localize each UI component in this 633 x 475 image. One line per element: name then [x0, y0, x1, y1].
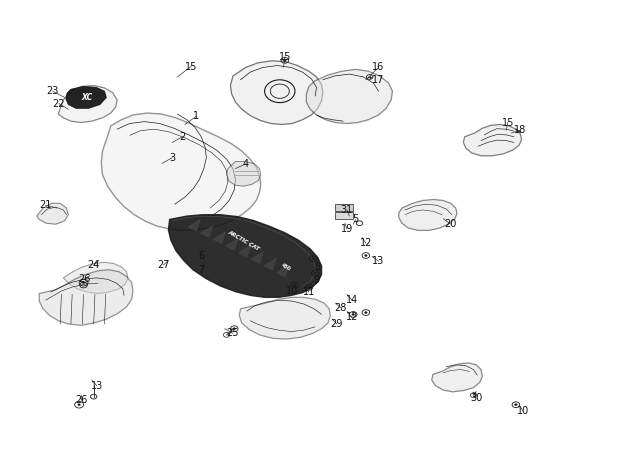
Text: 15: 15	[185, 61, 197, 72]
Text: 13: 13	[372, 256, 385, 266]
Circle shape	[78, 404, 80, 406]
Polygon shape	[37, 203, 68, 224]
Polygon shape	[168, 215, 322, 297]
Circle shape	[293, 284, 296, 286]
Text: 15: 15	[279, 52, 291, 62]
Text: 28: 28	[334, 303, 347, 313]
Text: 20: 20	[444, 219, 457, 229]
Polygon shape	[463, 124, 522, 156]
Text: 26: 26	[78, 274, 91, 285]
Text: 26: 26	[75, 395, 87, 405]
Text: 11: 11	[303, 287, 315, 297]
Text: 24: 24	[87, 260, 100, 270]
Circle shape	[314, 272, 316, 274]
Text: 15: 15	[501, 117, 514, 128]
Text: 3: 3	[169, 152, 175, 163]
Polygon shape	[66, 86, 106, 108]
Text: ARCTIC CAT: ARCTIC CAT	[227, 229, 260, 251]
Polygon shape	[277, 265, 289, 276]
Polygon shape	[264, 258, 276, 270]
Text: 10: 10	[517, 406, 529, 416]
Circle shape	[515, 404, 517, 406]
Text: 19: 19	[341, 224, 353, 234]
Circle shape	[82, 282, 85, 284]
Polygon shape	[306, 69, 392, 124]
Text: 21: 21	[39, 200, 52, 210]
Polygon shape	[213, 232, 225, 243]
Text: 2: 2	[179, 132, 185, 142]
Circle shape	[352, 314, 354, 315]
Text: 14: 14	[346, 295, 358, 305]
Text: 12: 12	[346, 312, 358, 323]
Text: 10: 10	[286, 285, 299, 296]
Text: 29: 29	[330, 319, 343, 329]
Text: 9: 9	[313, 275, 320, 285]
Text: 18: 18	[514, 125, 527, 135]
Text: 8: 8	[315, 262, 321, 272]
Polygon shape	[399, 200, 457, 230]
Polygon shape	[226, 238, 238, 250]
Bar	[335, 204, 353, 211]
Text: 27: 27	[157, 260, 170, 270]
Bar	[335, 212, 353, 219]
Text: 12: 12	[360, 238, 372, 248]
Polygon shape	[227, 162, 261, 186]
Circle shape	[308, 286, 310, 288]
Polygon shape	[239, 297, 330, 339]
Text: XC: XC	[82, 93, 93, 102]
Polygon shape	[239, 245, 251, 256]
Circle shape	[365, 255, 367, 256]
Text: 1: 1	[193, 111, 199, 122]
Text: 30: 30	[470, 393, 482, 403]
Text: 31: 31	[341, 205, 353, 215]
Text: 13: 13	[91, 380, 103, 391]
Polygon shape	[63, 262, 128, 294]
Polygon shape	[101, 113, 261, 230]
Text: 7: 7	[198, 265, 204, 275]
Polygon shape	[230, 61, 323, 124]
Polygon shape	[432, 363, 482, 392]
Polygon shape	[58, 86, 117, 123]
Polygon shape	[39, 270, 133, 325]
Polygon shape	[251, 252, 263, 263]
Text: 4: 4	[242, 159, 249, 169]
Circle shape	[233, 328, 235, 330]
Text: 6: 6	[198, 250, 204, 261]
Polygon shape	[201, 226, 213, 237]
Circle shape	[312, 258, 315, 260]
Text: 22: 22	[53, 98, 65, 109]
Text: 17: 17	[372, 75, 385, 85]
Text: 25: 25	[227, 328, 239, 339]
Circle shape	[284, 59, 286, 61]
Circle shape	[365, 312, 367, 314]
Polygon shape	[188, 219, 200, 231]
Text: 23: 23	[46, 86, 59, 96]
Text: 16: 16	[372, 62, 385, 73]
Text: 5: 5	[353, 214, 359, 225]
Text: 450: 450	[280, 262, 292, 272]
